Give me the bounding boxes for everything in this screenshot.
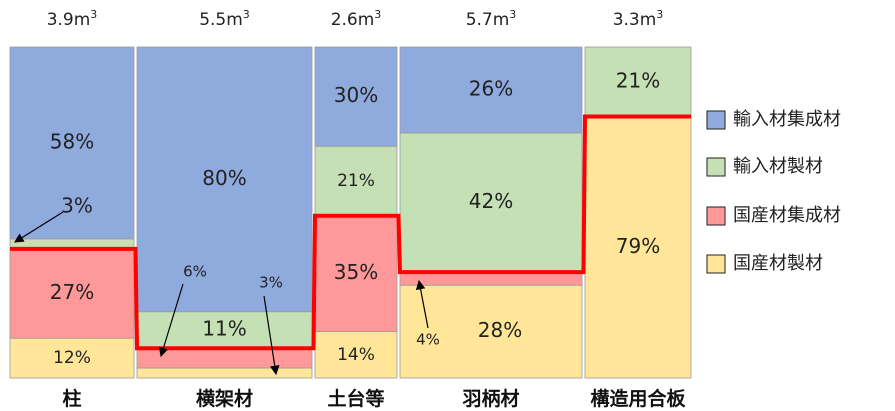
- segment-label-import-sawn-col1: 11%: [202, 317, 246, 341]
- segment-label-domestic-glulam-col3: 4%: [416, 331, 440, 349]
- legend-swatch-domestic-glulam: [706, 206, 726, 226]
- legend-swatch-import-glulam: [706, 110, 726, 130]
- volume-label-col4: 3.3m3: [613, 8, 664, 30]
- segment-domestic-sawn-col2: [314, 331, 398, 379]
- segment-import-glulam-col0: [9, 46, 135, 240]
- segment-import-sawn-col4: [584, 46, 692, 117]
- category-label-col3: 羽柄材: [462, 387, 519, 410]
- segment-label-import-sawn-col4: 21%: [616, 68, 660, 92]
- segment-domestic-sawn-col1: [136, 367, 313, 379]
- segment-label-domestic-sawn-col0: 12%: [53, 348, 91, 368]
- callout-arrow-col3: [415, 279, 429, 329]
- segment-label-import-glulam-col1: 80%: [202, 166, 246, 190]
- category-label-col4: 構造用合板: [590, 387, 686, 410]
- legend-label-domestic-glulam: 国産材集成材: [733, 205, 841, 226]
- segment-import-glulam-col3: [399, 46, 583, 134]
- segment-label-domestic-sawn-col1: 3%: [259, 274, 283, 292]
- legend-swatch-import-sawn: [706, 157, 726, 177]
- volume-label-col3: 5.7m3: [466, 8, 517, 30]
- segment-import-sawn-col1: [136, 311, 313, 349]
- legend-swatch-domestic-sawn: [706, 254, 726, 274]
- callout-arrow-col0: [13, 211, 64, 243]
- segment-label-import-glulam-col0: 58%: [50, 129, 94, 153]
- volume-label-col0: 3.9m3: [47, 8, 98, 30]
- callout-arrow-col1-b: [263, 295, 280, 376]
- segment-label-domestic-sawn-col4: 79%: [616, 234, 660, 258]
- segment-domestic-glulam-col2: [314, 215, 398, 333]
- segment-import-glulam-col1: [136, 46, 313, 313]
- segment-labels-layer: 58% 3% 27% 12% 80% 11% 6% 3% 30% 21% 35% 14% 26% 42% 4…: [50, 68, 660, 368]
- domestic-boundary-line: [10, 114, 691, 351]
- segment-label-domestic-sawn-col3: 28%: [478, 318, 522, 342]
- category-label-col2: 土台等: [327, 387, 384, 410]
- legend-label-import-glulam: 輸入材集成材: [733, 109, 841, 130]
- callout-arrow-col1-a: [158, 283, 184, 358]
- category-label-col0: 柱: [62, 387, 81, 410]
- category-labels-layer: 柱 横架材 土台等 羽柄材 構造用合板: [62, 387, 686, 410]
- segment-domestic-sawn-col4: [584, 116, 692, 379]
- segment-label-domestic-glulam-col2: 35%: [334, 260, 378, 284]
- segment-domestic-sawn-col0: [9, 337, 135, 379]
- segment-label-domestic-sawn-col2: 14%: [337, 345, 375, 365]
- segment-label-domestic-glulam-col0: 27%: [50, 280, 94, 304]
- segment-label-import-sawn-col3: 42%: [469, 189, 513, 213]
- segment-domestic-sawn-col3: [399, 284, 583, 379]
- segment-label-import-glulam-col3: 26%: [469, 77, 513, 101]
- segment-import-glulam-col2: [314, 46, 398, 147]
- category-label-col1: 横架材: [196, 387, 253, 410]
- volume-label-col1: 5.5m3: [199, 8, 250, 30]
- volume-label-col2: 2.6m3: [331, 8, 382, 30]
- legend-label-domestic-sawn: 国産材製材: [733, 253, 823, 274]
- segment-label-import-sawn-col0: 3%: [61, 194, 93, 218]
- callout-arrows-layer: [13, 211, 429, 376]
- segments-layer: [9, 46, 692, 379]
- segment-label-domestic-glulam-col1: 6%: [183, 263, 207, 281]
- domestic-boundary-layer: [10, 114, 691, 351]
- legend-label-import-sawn: 輸入材製材: [733, 156, 823, 177]
- segment-label-import-sawn-col2: 21%: [337, 171, 375, 191]
- segment-import-sawn-col3: [399, 132, 583, 273]
- segment-label-import-glulam-col2: 30%: [334, 83, 378, 107]
- volume-labels-layer: 3.9m3 5.5m3 2.6m3 5.7m3 3.3m3: [47, 8, 664, 30]
- segment-domestic-glulam-col1: [136, 347, 313, 369]
